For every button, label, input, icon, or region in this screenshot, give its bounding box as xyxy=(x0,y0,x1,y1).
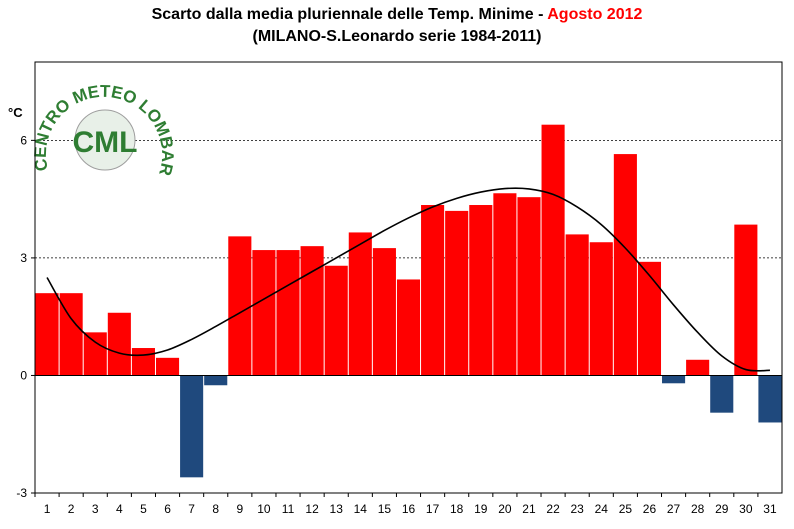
bar-day-8 xyxy=(204,375,228,386)
x-tick-label-4: 4 xyxy=(116,502,123,516)
x-tick-label-2: 2 xyxy=(68,502,75,516)
title-accent: Agosto 2012 xyxy=(547,6,643,23)
bar-day-21 xyxy=(517,197,541,376)
x-tick-label-6: 6 xyxy=(164,502,171,516)
bar-day-27 xyxy=(662,375,686,384)
bar-day-7 xyxy=(180,375,204,478)
x-tick-label-10: 10 xyxy=(257,502,271,516)
bar-day-22 xyxy=(541,124,565,376)
title-main: Scarto dalla media pluriennale delle Tem… xyxy=(151,6,548,23)
x-tick-label-3: 3 xyxy=(92,502,99,516)
x-tick-label-24: 24 xyxy=(595,502,609,516)
bar-day-3 xyxy=(83,332,107,376)
y-tick-label-6: 6 xyxy=(20,133,27,147)
bar-day-6 xyxy=(155,357,180,376)
x-tick-label-11: 11 xyxy=(282,502,295,516)
y-tick-label-0: 0 xyxy=(20,368,27,382)
bar-day-15 xyxy=(372,248,396,376)
bar-day-5 xyxy=(131,348,155,376)
bar-day-13 xyxy=(324,265,348,376)
bar-day-2 xyxy=(59,293,83,376)
x-tick-label-14: 14 xyxy=(354,502,368,516)
x-tick-label-21: 21 xyxy=(522,502,536,516)
x-tick-label-26: 26 xyxy=(643,502,657,516)
bar-day-31 xyxy=(758,375,782,423)
bar-day-17 xyxy=(421,205,445,376)
bar-day-26 xyxy=(637,261,662,376)
bar-day-28 xyxy=(686,359,710,376)
bar-day-4 xyxy=(107,312,131,376)
x-tick-label-5: 5 xyxy=(140,502,147,516)
x-tick-label-17: 17 xyxy=(426,502,440,516)
bar-day-20 xyxy=(493,193,517,376)
bar-day-14 xyxy=(348,232,372,376)
x-tick-label-30: 30 xyxy=(739,502,753,516)
x-tick-label-25: 25 xyxy=(619,502,633,516)
bar-day-23 xyxy=(565,234,589,376)
bar-day-11 xyxy=(276,250,300,376)
bar-day-10 xyxy=(252,250,276,376)
x-tick-label-12: 12 xyxy=(305,502,319,516)
bar-day-12 xyxy=(300,246,324,376)
logo-center-text: CML xyxy=(73,126,138,159)
x-tick-label-16: 16 xyxy=(402,502,416,516)
bar-day-30 xyxy=(734,224,758,376)
x-tick-label-31: 31 xyxy=(763,502,777,516)
bar-day-1 xyxy=(35,293,59,376)
x-tick-label-9: 9 xyxy=(236,502,243,516)
bar-day-24 xyxy=(589,242,613,376)
grid-layer xyxy=(35,139,782,259)
bar-day-19 xyxy=(469,205,493,376)
x-tick-label-8: 8 xyxy=(212,502,219,516)
x-tick-label-1: 1 xyxy=(44,502,51,516)
bar-day-18 xyxy=(445,210,469,376)
x-tick-label-23: 23 xyxy=(570,502,584,516)
bar-day-9 xyxy=(228,236,252,376)
trend-curve xyxy=(46,187,770,372)
x-tick-label-28: 28 xyxy=(691,502,705,516)
bars-layer xyxy=(35,124,782,478)
x-tick-label-20: 20 xyxy=(498,502,512,516)
title-line-2: (MILANO-S.Leonardo serie 1984-2011) xyxy=(252,28,542,45)
y-tick-label-3: 3 xyxy=(20,251,27,265)
title-line-1: Scarto dalla media pluriennale delle Tem… xyxy=(0,4,794,26)
x-tick-label-15: 15 xyxy=(378,502,392,516)
x-tick-label-19: 19 xyxy=(474,502,488,516)
curve-layer xyxy=(46,187,770,372)
x-tick-label-13: 13 xyxy=(330,502,344,516)
y-axis-label: °C xyxy=(8,105,23,120)
x-tick-label-22: 22 xyxy=(546,502,560,516)
bar-day-29 xyxy=(710,375,734,413)
logo: CENTRO METEO LOMBARDO CML xyxy=(0,0,177,177)
x-tick-label-18: 18 xyxy=(450,502,464,516)
bar-day-25 xyxy=(613,154,637,376)
logo-map-shape xyxy=(74,109,136,171)
x-tick-label-7: 7 xyxy=(188,502,195,516)
y-tick-label--3: -3 xyxy=(16,486,27,500)
plot-frame xyxy=(34,61,783,494)
chart-title: Scarto dalla media pluriennale delle Tem… xyxy=(0,4,794,48)
x-tick-label-29: 29 xyxy=(715,502,729,516)
x-tick-label-27: 27 xyxy=(667,502,681,516)
bar-day-16 xyxy=(396,279,421,376)
